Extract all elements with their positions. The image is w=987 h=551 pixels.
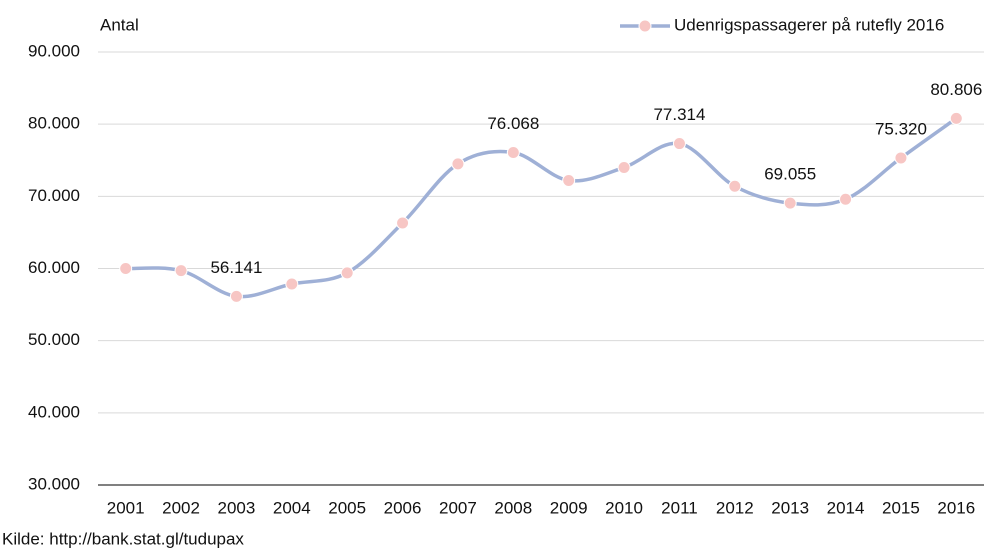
x-tick-label: 2002 <box>162 498 200 517</box>
x-tick-label: 2007 <box>439 498 477 517</box>
marker <box>396 216 410 230</box>
y-tick-label: 80.000 <box>28 114 80 133</box>
marker <box>728 179 742 193</box>
marker <box>672 137 686 151</box>
y-tick-label: 30.000 <box>28 474 80 493</box>
marker <box>119 262 133 275</box>
marker <box>229 289 243 303</box>
data-label: 56.141 <box>210 258 262 277</box>
data-label: 80.806 <box>930 80 982 99</box>
x-tick-label: 2004 <box>273 498 311 517</box>
legend-marker <box>638 19 652 33</box>
y-tick-label: 70.000 <box>28 186 80 205</box>
y-axis-label: Antal <box>100 15 139 34</box>
marker <box>506 146 520 160</box>
x-tick-label: 2014 <box>827 498 865 517</box>
data-label: 76.068 <box>487 114 539 133</box>
marker <box>562 173 576 187</box>
y-tick-label: 90.000 <box>28 41 80 60</box>
source: Kilde: http://bank.stat.gl/tudupax <box>2 529 244 548</box>
x-tick-label: 2001 <box>107 498 145 517</box>
x-tick-label: 2012 <box>716 498 754 517</box>
marker <box>174 264 188 278</box>
marker <box>285 277 299 291</box>
x-tick-label: 2005 <box>328 498 366 517</box>
x-tick-label: 2003 <box>218 498 256 517</box>
data-label: 75.320 <box>875 119 927 138</box>
y-tick-label: 50.000 <box>28 330 80 349</box>
line <box>125 116 958 299</box>
x-tick-label: 2009 <box>550 498 588 517</box>
y-tick-label: 60.000 <box>28 258 80 277</box>
data-label: 69.055 <box>764 165 816 184</box>
marker <box>783 196 797 210</box>
x-tick-label: 2010 <box>605 498 643 517</box>
x-tick-label: 2006 <box>384 498 422 517</box>
marker <box>949 111 963 125</box>
x-tick-label: 2008 <box>494 498 532 517</box>
y-tick-label: 40.000 <box>28 402 80 421</box>
x-tick-label: 2013 <box>771 498 809 517</box>
marker <box>451 157 465 171</box>
legend-label: Udenrigspassagerer på rutefly 2016 <box>674 15 944 34</box>
x-tick-label: 2016 <box>937 498 975 517</box>
marker <box>340 266 354 280</box>
data-label: 77.314 <box>653 105 705 124</box>
marker <box>617 160 631 174</box>
x-tick-label: 2011 <box>661 498 698 517</box>
marker <box>839 192 853 206</box>
x-tick-label: 2015 <box>882 498 920 517</box>
marker <box>894 151 908 165</box>
